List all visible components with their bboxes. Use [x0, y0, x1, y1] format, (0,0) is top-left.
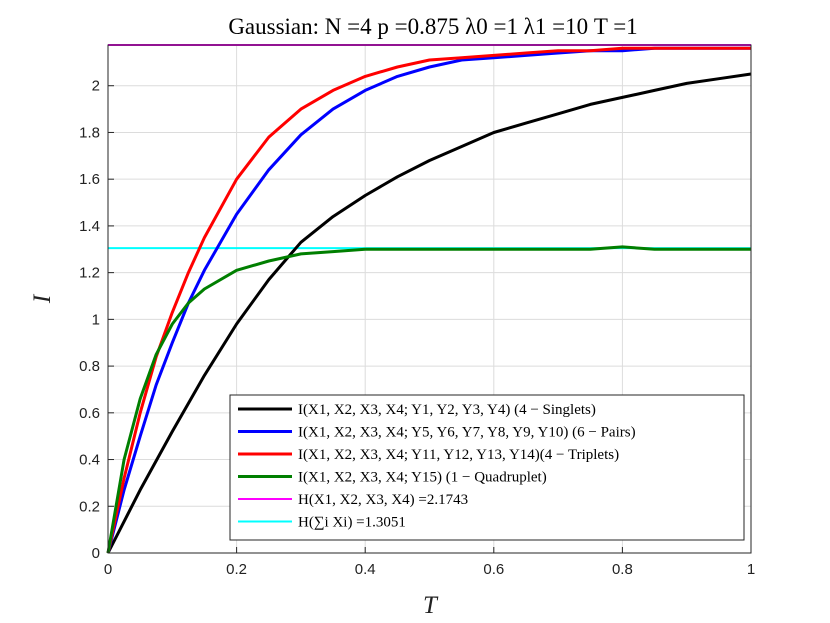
series-line-0: [106, 72, 752, 554]
y-tick-label: 0.8: [79, 358, 100, 375]
y-tick-label: 2: [92, 78, 100, 95]
x-tick-label: 0: [104, 561, 112, 578]
chart-title: Gaussian: N =4 p =0.875 λ0 =1 λ1 =10 T =…: [228, 14, 637, 39]
x-axis-label: T: [423, 592, 439, 619]
series-lines: [106, 46, 752, 554]
y-tick-label: 0.6: [79, 405, 100, 422]
series-line-1: [106, 46, 751, 554]
y-axis-label: I: [29, 293, 56, 304]
y-tick-label: 0: [92, 545, 100, 562]
y-tick-label: 0.2: [79, 498, 100, 515]
legend-label: I(X1, X2, X3, X4; Y15) (1 − Quadruplet): [298, 470, 547, 486]
x-tick-label: 0.4: [355, 561, 376, 578]
x-tick-label: 0.6: [483, 561, 504, 578]
legend-box: [229, 394, 745, 541]
x-tick-label: 0.8: [612, 561, 633, 578]
y-tick-label: 1.4: [79, 218, 100, 235]
legend-label: H(X1, X2, X3, X4) =2.1743: [298, 492, 468, 508]
legend: I(X1, X2, X3, X4; Y1, Y2, Y3, Y4) (4 − S…: [229, 394, 745, 541]
legend-label: I(X1, X2, X3, X4; Y5, Y6, Y7, Y8, Y9, Y1…: [298, 425, 636, 441]
plot-frame: [107, 44, 752, 554]
legend-label: I(X1, X2, X3, X4; Y11, Y12, Y13, Y14)(4 …: [298, 447, 619, 463]
series-line-3: [106, 245, 751, 554]
y-tick-label: 1.8: [79, 124, 100, 141]
y-tick-label: 1: [92, 311, 100, 328]
x-tick-label: 1: [747, 561, 755, 578]
legend-label: I(X1, X2, X3, X4; Y1, Y2, Y3, Y4) (4 − S…: [298, 402, 596, 418]
y-tick-label: 1.2: [79, 265, 100, 282]
y-tick-label: 1.6: [79, 171, 100, 188]
x-tick-label: 0.2: [226, 561, 247, 578]
series-line-2: [106, 46, 751, 554]
y-tick-label: 0.4: [79, 452, 100, 469]
legend-label: H(∑i Xi) =1.3051: [298, 515, 406, 531]
axis-ticks: 0 0.2 0.4 0.6 0.8 1 0 0.2 0.4 0.6 0.8 1 1.2 1.4 1.6 1.8…: [79, 78, 755, 578]
